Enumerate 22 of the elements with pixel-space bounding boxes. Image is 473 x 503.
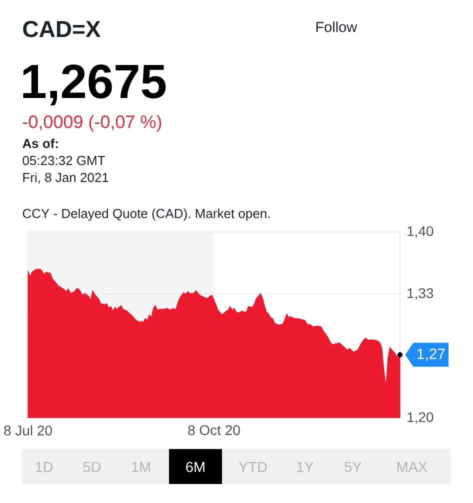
chart-title: CAD=X bbox=[23, 20, 101, 38]
y-tick-label: 1,40 bbox=[408, 226, 434, 238]
text: YTD bbox=[238, 462, 267, 472]
text: As of: bbox=[22, 138, 58, 148]
text: 6M bbox=[186, 462, 204, 472]
x-tick-label: 8 Oct 20 bbox=[188, 425, 240, 436]
x-tick-label: 8 Jul 20 bbox=[4, 425, 52, 436]
text: 05:23:32 GMT bbox=[22, 156, 105, 166]
text: 1Y bbox=[297, 462, 314, 472]
text: Fri, 8 Jan 2021 bbox=[23, 172, 108, 184]
text: 1M bbox=[132, 462, 150, 472]
text: 5Y bbox=[344, 462, 362, 472]
y-tick-label: 1,33 bbox=[408, 288, 434, 300]
text: 1D bbox=[36, 462, 53, 472]
text: CCY - Delayed Quote (CAD). Market open. bbox=[22, 208, 270, 221]
text: MAX bbox=[397, 462, 428, 472]
y-tick-label: 1,20 bbox=[408, 412, 434, 424]
chart-subtitle: 1,2675 bbox=[23, 64, 166, 106]
text: -0,0009 (-0,07 %) bbox=[22, 114, 162, 132]
text: Follow bbox=[316, 21, 358, 32]
annotation: 1,27 bbox=[417, 348, 445, 361]
text: 5D bbox=[83, 462, 101, 472]
